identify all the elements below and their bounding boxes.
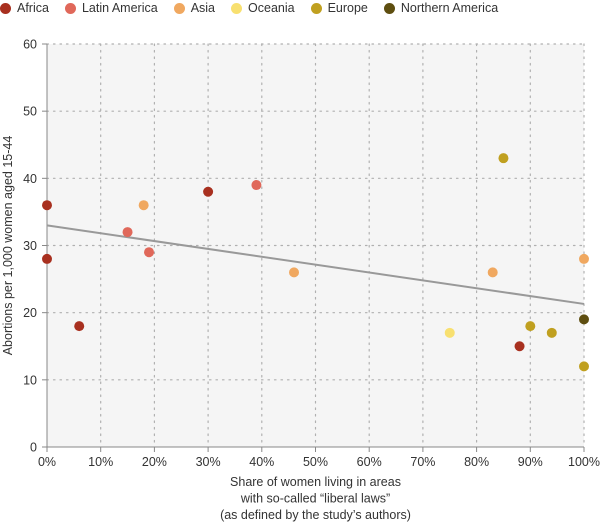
y-tick-label: 20	[23, 306, 37, 320]
legend-label: Oceania	[248, 1, 295, 15]
y-tick-label: 40	[23, 172, 37, 186]
legend-marker	[231, 2, 243, 14]
x-tick-label: 100%	[568, 455, 600, 469]
legend-marker	[310, 2, 322, 14]
y-axis-label: Abortions per 1,000 women aged 15-44	[1, 136, 15, 356]
x-axis-label: (as defined by the study’s authors)	[220, 508, 411, 522]
x-tick-label: 70%	[410, 455, 435, 469]
data-point	[546, 327, 557, 338]
data-point	[42, 253, 52, 264]
data-point	[144, 247, 155, 258]
axes: 0% 10% 20% 30% 40% 50% 60% 70% 80% 90% 100% 0 10 20 30…	[23, 38, 600, 470]
legend-label: Northern America	[400, 1, 499, 15]
data-point	[487, 267, 498, 278]
x-axis-label: with so-called “liberal laws”	[240, 492, 390, 506]
data-point	[579, 253, 589, 264]
y-tick-label: 30	[23, 239, 37, 253]
trendline	[46, 224, 585, 305]
data-point	[514, 341, 525, 352]
data-point	[444, 327, 455, 338]
x-tick-label: 10%	[88, 455, 113, 469]
legend-marker	[383, 2, 395, 14]
x-tick-label: 40%	[249, 455, 274, 469]
y-tick-label: 0	[30, 441, 37, 455]
x-tick-label: 90%	[518, 455, 543, 469]
legend-label: Latin America	[81, 1, 158, 15]
x-tick-label: 0%	[38, 455, 56, 469]
x-axis-label: Share of women living in areas	[230, 475, 401, 489]
legend-marker	[0, 2, 11, 14]
x-tick-label: 50%	[303, 455, 328, 469]
data-point	[579, 361, 589, 372]
legend-item: Northern America	[383, 1, 499, 15]
legend-marker	[64, 2, 76, 14]
legend: Africa Latin America Asia Oceania Europe Nort…	[0, 0, 514, 16]
legend-item: Latin America	[64, 1, 158, 15]
data-point	[203, 186, 214, 197]
data-point	[251, 180, 262, 191]
legend-item: Europe	[310, 1, 368, 15]
legend-label: Europe	[327, 1, 368, 15]
y-tick-label: 50	[23, 105, 37, 119]
trendline-group	[46, 224, 585, 305]
grid	[46, 43, 585, 448]
legend-item: Oceania	[231, 1, 295, 15]
points	[42, 153, 589, 372]
data-point	[42, 200, 52, 211]
legend-item: Asia	[173, 1, 216, 15]
legend-label: Asia	[190, 1, 216, 15]
data-point	[289, 267, 300, 278]
data-point	[579, 314, 589, 325]
legend-label: Africa	[17, 1, 49, 15]
data-point	[498, 153, 509, 164]
axis-labels: Share of women living in areas with so-ca…	[1, 136, 411, 522]
x-tick-label: 30%	[196, 455, 221, 469]
x-tick-label: 80%	[464, 455, 489, 469]
x-tick-label: 60%	[357, 455, 382, 469]
y-tick-label: 10	[23, 373, 37, 387]
x-tick-label: 20%	[142, 455, 167, 469]
data-point	[74, 321, 85, 332]
data-point	[525, 321, 536, 332]
legend-item: Africa	[0, 1, 49, 15]
y-tick-label: 60	[23, 38, 37, 52]
data-point	[138, 200, 149, 211]
legend-marker	[173, 2, 185, 14]
data-point	[122, 227, 133, 238]
